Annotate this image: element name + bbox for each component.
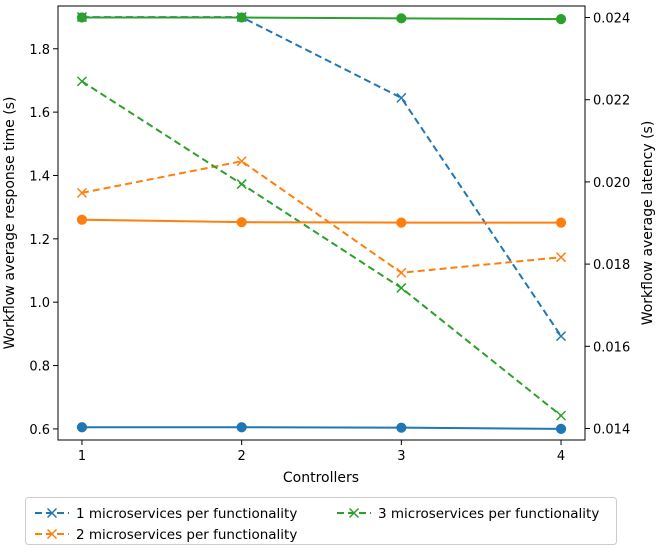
circle-marker — [236, 217, 247, 228]
circle-marker — [76, 214, 88, 225]
x-marker — [396, 282, 407, 293]
x-axis: 1 2 3 4 — [78, 440, 565, 464]
series-3-microservices-per-functionality — [76, 76, 567, 421]
x-marker — [556, 252, 567, 263]
circle-marker — [555, 217, 567, 228]
series-line — [81, 80, 562, 417]
circle-marker — [555, 423, 567, 435]
right-tick-label: 0.020 — [593, 176, 630, 191]
x-marker — [236, 156, 247, 167]
circle-marker — [396, 217, 407, 228]
x-marker — [556, 410, 567, 421]
x-tick-label: 3 — [397, 449, 405, 464]
series-2-microservices-per-functionality — [76, 156, 567, 278]
x-marker — [556, 331, 567, 342]
legend-label: 3 microservices per functionality — [378, 506, 599, 522]
left-tick-label: 1.0 — [29, 296, 50, 311]
circle-marker — [396, 13, 407, 24]
x-marker-stroke — [556, 331, 567, 342]
x-marker-stroke — [76, 187, 87, 198]
x-tick-label: 1 — [78, 449, 86, 464]
legend-entry-2-microservices-per-functionality: 2 microservices per functionality — [35, 527, 297, 543]
series-line — [81, 218, 562, 224]
x-marker-stroke — [236, 156, 247, 167]
x-marker-stroke — [396, 267, 407, 278]
circle-marker — [236, 422, 247, 433]
plot-frame — [57, 5, 586, 441]
left-tick-label: 0.8 — [29, 360, 50, 375]
legend-box — [25, 497, 617, 545]
right-tick-label: 0.024 — [593, 12, 630, 27]
x-marker-stroke — [396, 282, 407, 293]
x-marker-stroke — [76, 76, 87, 87]
legend-marker-stroke — [46, 528, 58, 540]
left-tick-label: 1.6 — [29, 106, 50, 121]
x-tick-label: 2 — [238, 449, 246, 464]
left-tick-label: 1.4 — [29, 169, 50, 184]
x-tick-label: 4 — [557, 449, 565, 464]
left-axis-label: Workflow average response time (s) — [2, 97, 18, 350]
series-line — [81, 426, 562, 430]
series-1-microservices-per-functionality-latency — [76, 422, 567, 435]
circle-marker — [555, 14, 567, 25]
legend-entry-1-microservices-per-functionality: 1 microservices per functionality — [35, 506, 297, 522]
x-marker-stroke — [556, 410, 567, 421]
circle-marker — [76, 422, 88, 433]
series-line — [81, 16, 562, 21]
x-marker — [76, 187, 87, 198]
right-tick-label: 0.018 — [593, 258, 630, 273]
x-axis-label: Controllers — [283, 470, 359, 486]
right-axis-label: Workflow average latency (s) — [640, 121, 656, 326]
legend-label: 1 microservices per functionality — [76, 506, 297, 522]
right-axis: 0.014 0.016 0.018 0.020 0.022 0.024 — [585, 12, 630, 437]
legend-label: 2 microservices per functionality — [76, 527, 297, 543]
left-tick-label: 1.2 — [29, 233, 50, 248]
legend-marker-stroke — [348, 507, 360, 519]
x-marker — [76, 76, 87, 87]
left-axis: 0.6 0.8 1.0 1.2 1.4 1.6 1.8 — [29, 43, 58, 438]
x-marker-stroke — [396, 92, 407, 103]
series-layer — [76, 12, 567, 435]
series-2-microservices-per-functionality-latency — [76, 214, 567, 228]
x-marker — [396, 267, 407, 278]
left-tick-label: 0.6 — [29, 423, 50, 438]
x-marker — [236, 179, 247, 190]
legend-entry-3-microservices-per-functionality: 3 microservices per functionality — [337, 506, 599, 522]
legend: 1 microservices per functionality 2 micro… — [25, 497, 617, 545]
circle-marker — [76, 12, 88, 23]
x-marker — [396, 92, 407, 103]
right-tick-label: 0.016 — [593, 340, 630, 355]
legend-marker-stroke — [46, 507, 58, 519]
left-tick-label: 1.8 — [29, 43, 50, 58]
x-marker-stroke — [556, 252, 567, 263]
right-tick-label: 0.022 — [593, 94, 630, 109]
series-line — [81, 160, 562, 274]
right-tick-label: 0.014 — [593, 422, 630, 437]
x-marker-stroke — [236, 179, 247, 190]
circle-marker — [396, 422, 407, 433]
series-3-microservices-per-functionality-latency — [76, 12, 567, 25]
circle-marker — [236, 12, 247, 23]
